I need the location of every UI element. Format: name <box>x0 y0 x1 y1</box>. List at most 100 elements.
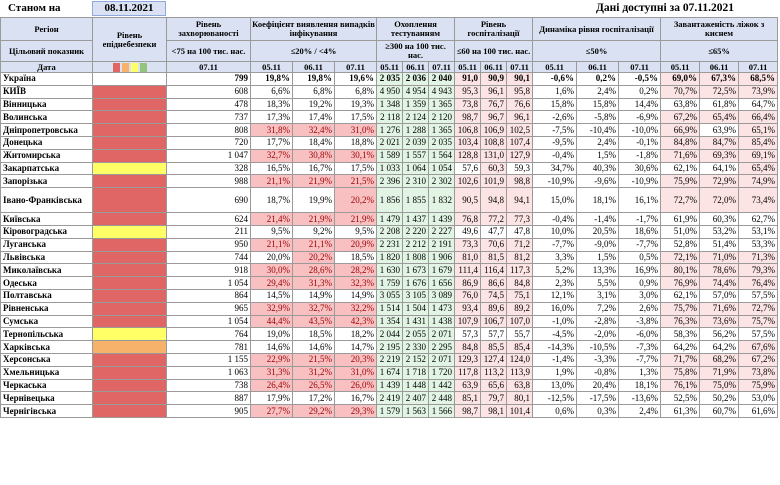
header-testing: Охоплення тестуванням <box>376 17 456 41</box>
hosp-dynamics-cell: 30,6% <box>618 161 662 176</box>
detection-cell: 17,7% <box>250 135 293 150</box>
incidence-cell: 781 <box>166 340 251 354</box>
oxygen-beds-cell: 68,5% <box>738 72 779 86</box>
region-name: Миколаївська <box>0 263 93 278</box>
level-cell <box>92 378 167 393</box>
target-oxygen-beds: ≤65% <box>660 40 779 62</box>
oxygen-beds-cell: 75,7% <box>660 301 701 316</box>
oxygen-beds-cell: 50,2% <box>699 391 740 406</box>
top-bar: Станом на 08.11.2021 Дані доступні за 07… <box>0 0 780 17</box>
hosp-dynamics-cell: -4,5% <box>532 327 578 342</box>
oxygen-beds-cell: 53,3% <box>738 237 779 252</box>
testing-cell: 2 231 <box>376 237 404 252</box>
testing-cell: 4 954 <box>402 84 430 99</box>
region-name: Київська <box>0 212 93 226</box>
testing-cell: 1 473 <box>428 301 456 316</box>
oxygen-beds-cell: 80,1% <box>660 263 701 278</box>
incidence-cell: 918 <box>166 263 251 278</box>
hosp-dynamics-cell: 3,3% <box>532 250 578 265</box>
epidemic-table: Регіон Рівень епіднебезпеки Рівень захво… <box>0 17 779 418</box>
hosp-dynamics-cell: -1,8% <box>618 148 662 163</box>
hospitalization-cell: 57,6 <box>454 161 482 176</box>
oxygen-beds-cell: 71,0% <box>699 250 740 265</box>
hosp-dynamics-cell: 2,4% <box>576 135 620 150</box>
testing-cell: 2 039 <box>402 135 430 150</box>
region-name: КИЇВ <box>0 84 93 99</box>
legend-swatch-orange <box>121 62 129 72</box>
region-name: Волинська <box>0 110 93 125</box>
hosp-dynamics-cell: -2,8% <box>576 314 620 329</box>
header-level: Рівень епіднебезпеки <box>92 17 167 62</box>
testing-cell: 1 557 <box>402 148 430 163</box>
detection-cell: 21,9% <box>333 212 378 226</box>
oxygen-beds-cell: 67,2% <box>660 110 701 125</box>
testing-cell: 1 674 <box>376 365 404 380</box>
oxygen-beds-cell: 74,9% <box>738 174 779 189</box>
oxygen-beds-cell: 84,8% <box>660 135 701 150</box>
testing-cell: 1 438 <box>428 314 456 329</box>
hosp-dynamics-cell: -9,5% <box>532 135 578 150</box>
hospitalization-cell: 81,2 <box>506 250 534 265</box>
hosp-dynamics-cell: -0,8% <box>576 365 620 380</box>
level-cell <box>92 404 167 418</box>
incidence-cell: 950 <box>166 237 251 252</box>
detection-cell: 18,7% <box>250 187 293 214</box>
region-name: Вінницька <box>0 97 93 112</box>
oxygen-beds-cell: 57,5% <box>738 327 779 342</box>
hospitalization-cell: 117,3 <box>506 263 534 278</box>
hospitalization-cell: 76,6 <box>506 97 534 112</box>
hosp-dynamics-cell: 20,4% <box>576 378 620 393</box>
legend-swatch-yellow <box>130 62 138 72</box>
date-cell: 07.11 <box>738 61 779 73</box>
hosp-dynamics-cell: -6,0% <box>618 327 662 342</box>
hosp-dynamics-cell: 12,1% <box>532 288 578 303</box>
testing-cell: 1 033 <box>376 161 404 176</box>
oxygen-beds-cell: 73,6% <box>699 314 740 329</box>
date-cell: 07.11 <box>506 61 534 73</box>
region-name: Кіровоградська <box>0 224 93 239</box>
table-row: Одеська 1 054 29,4% 31,3% 32,3% 1 759 1 676 1 6… <box>0 276 779 290</box>
detection-cell: 28,6% <box>292 263 335 278</box>
oxygen-beds-cell: 76,9% <box>660 276 701 290</box>
as-of-date: 08.11.2021 <box>92 1 166 16</box>
region-name: Полтавська <box>0 288 93 303</box>
table-row: Рівненська 965 32,9% 32,7% 32,2% 1 514 1 504 1 … <box>0 301 779 316</box>
hospitalization-cell: 94,1 <box>506 187 534 214</box>
incidence-cell: 864 <box>166 288 251 303</box>
level-cell <box>92 314 167 329</box>
hosp-dynamics-cell: -10,0% <box>618 123 662 137</box>
detection-cell: 17,9% <box>250 391 293 406</box>
hosp-dynamics-cell: 18,6% <box>618 224 662 239</box>
hospitalization-cell: 90,9 <box>480 72 508 86</box>
testing-cell: 2 219 <box>376 352 404 367</box>
hosp-dynamics-cell: -7,7% <box>618 352 662 367</box>
oxygen-beds-cell: 72,9% <box>699 174 740 189</box>
testing-cell: 1 630 <box>376 263 404 278</box>
testing-cell: 1 906 <box>428 250 456 265</box>
testing-cell: 1 442 <box>428 378 456 393</box>
testing-cell: 1 656 <box>428 276 456 290</box>
header-target: Цільовий показник <box>0 40 93 62</box>
detection-cell: 19,6% <box>333 72 378 86</box>
level-cell <box>92 212 167 226</box>
testing-cell: 1 276 <box>376 123 404 137</box>
hosp-dynamics-cell: -10,9% <box>618 174 662 189</box>
date-cell: 05.11 <box>454 61 482 73</box>
incidence-cell: 808 <box>166 123 251 137</box>
testing-cell: 2 120 <box>428 110 456 125</box>
detection-cell: 27,7% <box>250 404 293 418</box>
table-row: Кіровоградська 211 9,5% 9,2% 9,5% 2 208 2 220 2… <box>0 224 779 239</box>
table-row: Волинська 737 17,3% 17,4% 17,5% 2 118 2 124 2 1… <box>0 110 779 125</box>
hosp-dynamics-cell: -2,0% <box>576 327 620 342</box>
detection-cell: 28,2% <box>333 263 378 278</box>
oxygen-beds-cell: 64,2% <box>699 340 740 354</box>
testing-cell: 2 330 <box>402 340 430 354</box>
table-row: Черкаська 738 26,4% 26,5% 26,0% 1 439 1 448 1 4… <box>0 378 779 393</box>
oxygen-beds-cell: 84,7% <box>699 135 740 150</box>
incidence-cell: 1 047 <box>166 148 251 163</box>
date-incidence: 07.11 <box>166 61 251 73</box>
hospitalization-cell: 107,9 <box>454 314 482 329</box>
detection-cell: 42,3% <box>333 314 378 329</box>
oxygen-beds-cell: 70,7% <box>660 84 701 99</box>
hospitalization-cell: 86,6 <box>480 276 508 290</box>
